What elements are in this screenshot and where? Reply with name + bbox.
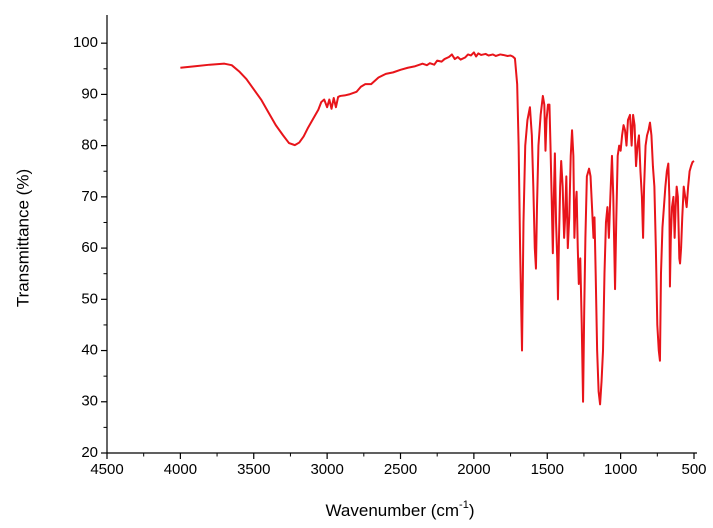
x-axis-label: Wavenumber (cm-1) — [326, 499, 475, 521]
x-tick-label: 1000 — [604, 461, 637, 478]
x-tick-label: 4000 — [164, 461, 197, 478]
y-tick-label: 50 — [81, 290, 98, 307]
x-tick-label: 3000 — [310, 461, 343, 478]
x-tick-label: 500 — [681, 461, 706, 478]
y-tick-label: 70 — [81, 188, 98, 205]
x-tick-label: 4500 — [90, 461, 123, 478]
x-axis-label-sup: -1 — [459, 499, 469, 511]
y-tick-label: 20 — [81, 444, 98, 461]
y-axis-label: Transmittance (%) — [13, 169, 32, 307]
y-tick-label: 90 — [81, 85, 98, 102]
y-tick-label: 60 — [81, 239, 98, 256]
y-tick-label: 80 — [81, 137, 98, 154]
x-axis-label-suffix: ) — [469, 501, 475, 520]
y-tick-label: 40 — [81, 342, 98, 359]
y-tick-label: 100 — [73, 34, 98, 51]
x-tick-label: 1500 — [531, 461, 564, 478]
spectrum-line — [180, 51, 695, 406]
y-tick-label: 30 — [81, 393, 98, 410]
x-tick-label: 3500 — [237, 461, 270, 478]
x-tick-label: 2000 — [457, 461, 490, 478]
x-tick-label: 2500 — [384, 461, 417, 478]
x-axis-label-text: Wavenumber (cm — [326, 501, 460, 520]
